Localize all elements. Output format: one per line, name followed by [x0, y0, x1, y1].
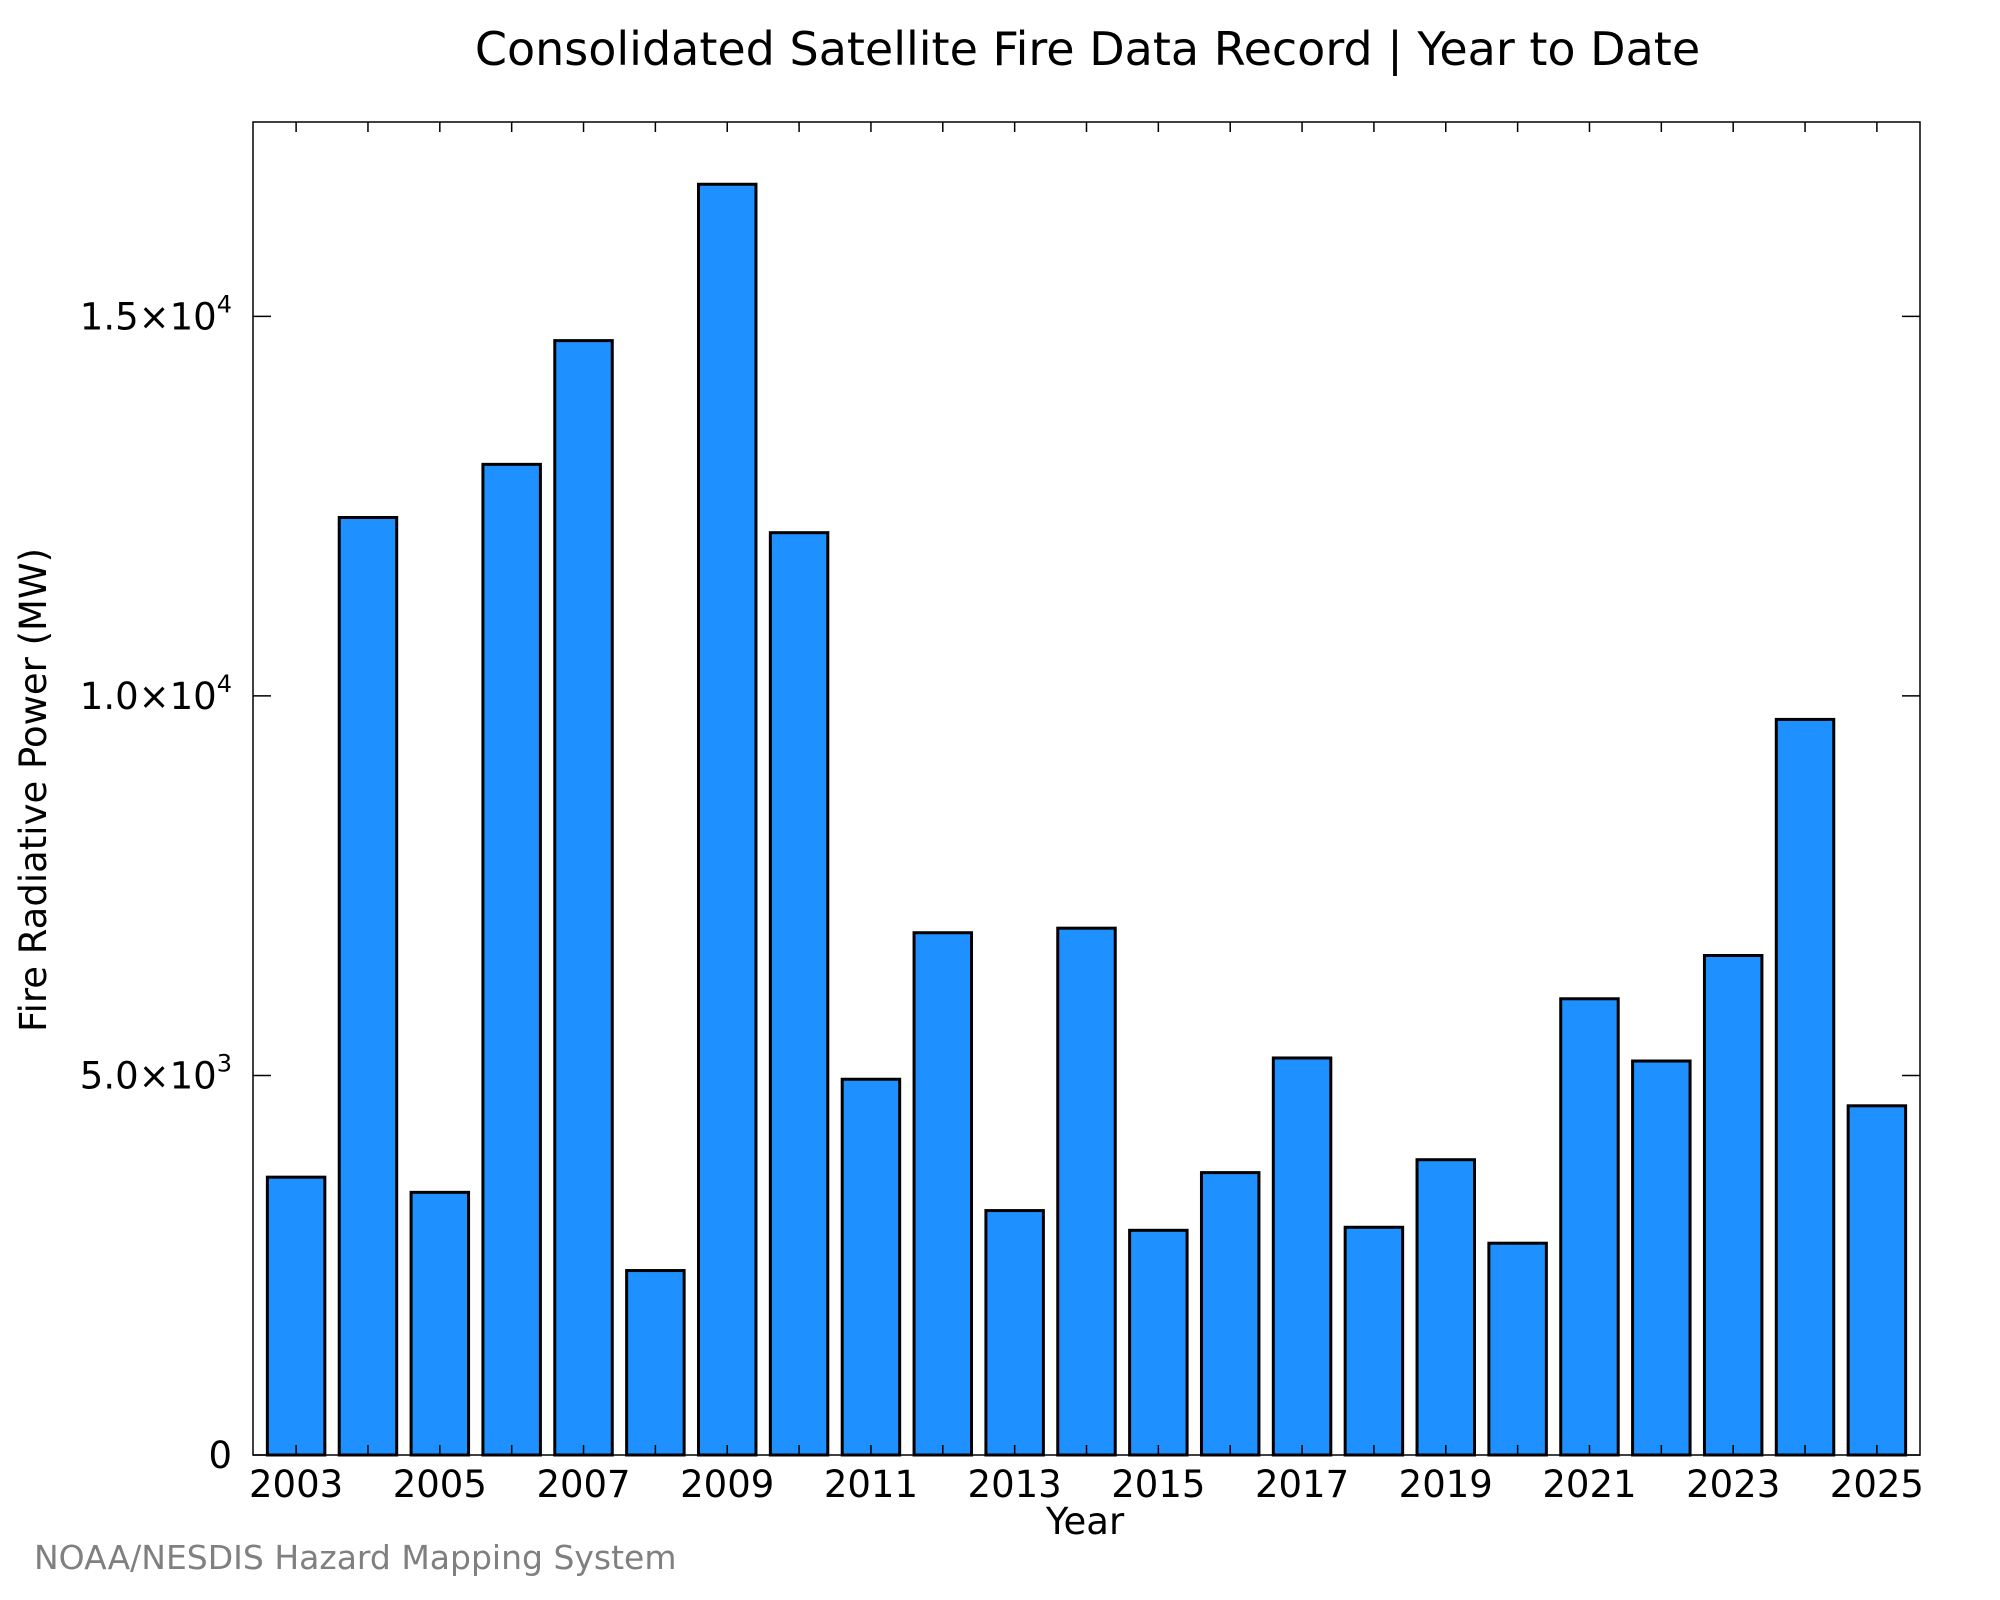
source-note: NOAA/NESDIS Hazard Mapping System — [34, 1538, 677, 1577]
x-tick-label-2007: 2007 — [536, 1463, 630, 1506]
bar-2020 — [1487, 1241, 1548, 1457]
x-tick-label-2011: 2011 — [824, 1463, 918, 1506]
bar-2004 — [337, 516, 399, 1457]
bar-2009 — [696, 182, 758, 1457]
x-tick-label-2013: 2013 — [968, 1463, 1062, 1506]
bar-2022 — [1631, 1059, 1692, 1457]
x-tick-label-2005: 2005 — [393, 1463, 487, 1506]
chart-title: Consolidated Satellite Fire Data Record … — [474, 22, 1701, 76]
y-tick-label-0: 0 — [208, 1434, 232, 1477]
bar-2014 — [1056, 926, 1117, 1457]
bar-2010 — [768, 531, 830, 1457]
y-tick-mantissa: 1.0×10 — [80, 675, 217, 718]
x-tick-label-2023: 2023 — [1686, 1463, 1780, 1506]
bar-2018 — [1343, 1225, 1405, 1457]
bar-2024 — [1774, 717, 1836, 1457]
bar-2003 — [265, 1175, 327, 1457]
bar-2015 — [1128, 1228, 1189, 1457]
y-tick-label-15000: 1.5×104 — [80, 290, 232, 338]
bar-2023 — [1702, 954, 1764, 1457]
x-tick-label-2003: 2003 — [249, 1463, 343, 1506]
y-tick-exponent: 4 — [217, 670, 232, 698]
bar-2006 — [481, 462, 542, 1457]
bar-2007 — [553, 339, 614, 1457]
axes: 2003 2005 2007 2009 2011 2013 2015 2017 2019 2021… — [80, 121, 1924, 1506]
bar-2025 — [1846, 1104, 1908, 1457]
x-tick-label-2017: 2017 — [1255, 1463, 1349, 1506]
x-tick-label-2015: 2015 — [1111, 1463, 1205, 1506]
x-tick-label-2025: 2025 — [1830, 1463, 1924, 1506]
bar-2005 — [409, 1190, 471, 1457]
x-axis-label: Year — [1045, 1500, 1125, 1543]
bar-2008 — [625, 1269, 686, 1457]
bar-series — [265, 182, 1908, 1457]
y-tick-label-10000: 1.0×104 — [80, 670, 232, 718]
y-tick-mantissa: 5.0×10 — [80, 1054, 217, 1097]
bar-2012 — [912, 931, 974, 1457]
y-tick-mantissa: 1.5×10 — [80, 295, 217, 338]
bar-2017 — [1271, 1056, 1333, 1457]
bar-2011 — [840, 1077, 902, 1457]
y-tick-exponent: 4 — [217, 290, 232, 318]
y-tick-mantissa: 0 — [208, 1434, 232, 1477]
y-tick-exponent: 3 — [217, 1049, 232, 1077]
y-tick-label-5000: 5.0×103 — [80, 1049, 232, 1097]
x-tick-label-2019: 2019 — [1399, 1463, 1493, 1506]
y-axis-label: Fire Radiative Power (MW) — [12, 548, 55, 1032]
bar-2019 — [1415, 1158, 1477, 1457]
x-tick-label-2009: 2009 — [680, 1463, 774, 1506]
bar-2021 — [1559, 997, 1620, 1457]
bar-2013 — [984, 1209, 1045, 1457]
bar-2016 — [1199, 1171, 1261, 1457]
x-tick-label-2021: 2021 — [1542, 1463, 1636, 1506]
